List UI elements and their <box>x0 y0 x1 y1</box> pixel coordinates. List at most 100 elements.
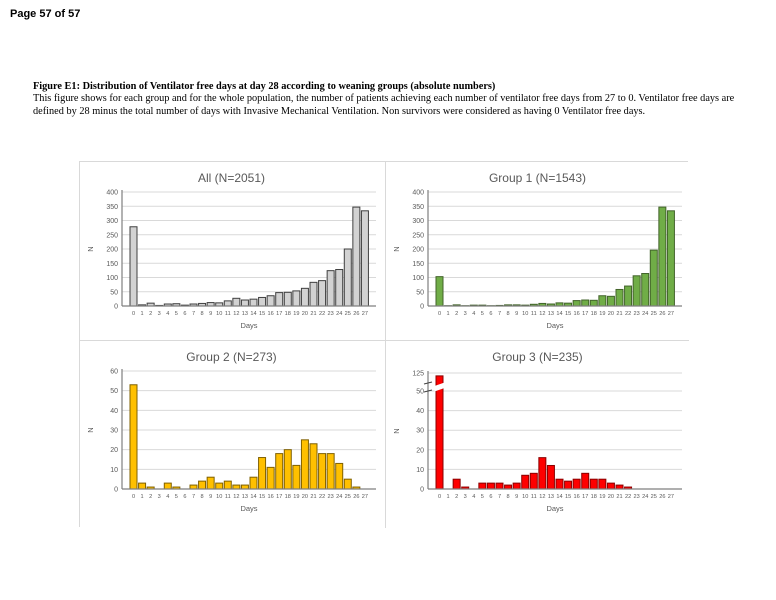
bar-day-8 <box>198 480 207 490</box>
x-tick-label: 26 <box>353 311 359 317</box>
y-tick-label: 0 <box>114 487 118 494</box>
bar-day-19 <box>598 295 607 307</box>
x-tick-label: 20 <box>608 311 614 317</box>
y-tick-label: 0 <box>420 304 424 311</box>
bar-day-21 <box>615 288 624 307</box>
x-tick-label: 14 <box>556 311 562 317</box>
y-tick-label: 20 <box>416 447 424 454</box>
x-tick-label: 4 <box>472 311 475 317</box>
x-tick-label: 18 <box>285 311 291 317</box>
x-tick-label: 13 <box>548 494 554 500</box>
x-tick-label: 0 <box>438 494 441 500</box>
figure-e1-chart-grid: All (N=2051) 0 50 100 150 200 250 300 350 400 0 1 2 3… <box>79 161 689 528</box>
x-tick-label: 23 <box>328 494 334 500</box>
chart-panel-group1: Group 1 (N=1543) 0 50 100 150 200 250 300 350 400… <box>386 162 689 341</box>
x-tick-label: 7 <box>498 311 501 317</box>
x-tick-label: 14 <box>250 494 256 500</box>
bar-day-24 <box>335 269 344 307</box>
y-tick-label: 50 <box>416 389 424 396</box>
x-tick-label: 11 <box>531 311 537 317</box>
x-tick-label: 6 <box>183 311 186 317</box>
x-tick-label: 19 <box>599 311 605 317</box>
y-tick-label: 100 <box>106 275 118 282</box>
y-tick-label: 40 <box>110 408 118 415</box>
x-tick-label: 22 <box>625 494 631 500</box>
chart-title: Group 3 (N=235) <box>492 350 582 364</box>
bar-day-20 <box>606 482 615 490</box>
bar-day-0 <box>435 276 444 307</box>
bar-day-14 <box>555 478 564 490</box>
bar-day-13 <box>240 299 249 307</box>
y-tick-label: 0 <box>420 487 424 494</box>
bar-day-25 <box>343 478 352 490</box>
bar-day-23 <box>632 275 641 307</box>
x-tick-label: 27 <box>668 311 674 317</box>
bar-day-27 <box>666 210 675 307</box>
x-tick-label: 22 <box>319 311 325 317</box>
bar-day-24 <box>641 273 650 307</box>
chart-title: All (N=2051) <box>198 171 265 185</box>
x-tick-label: 26 <box>659 494 665 500</box>
bar-day-22 <box>318 280 327 307</box>
bar-day-6 <box>486 482 495 490</box>
x-axis-label: Days <box>546 504 563 513</box>
x-tick-label: 22 <box>319 494 325 500</box>
y-tick-label: 10 <box>416 467 424 474</box>
bar-day-25 <box>343 248 352 307</box>
x-tick-label: 16 <box>574 311 580 317</box>
x-tick-label: 13 <box>548 311 554 317</box>
bar-day-26 <box>352 206 361 307</box>
y-tick-label: 0 <box>114 304 118 311</box>
y-tick-label: 20 <box>110 447 118 454</box>
x-tick-label: 18 <box>591 311 597 317</box>
x-tick-label: 23 <box>634 311 640 317</box>
x-tick-label: 27 <box>668 494 674 500</box>
bar-day-21 <box>309 281 318 307</box>
y-tick-label: 350 <box>412 204 424 211</box>
y-tick-label: 60 <box>110 369 118 376</box>
x-axis-label: Days <box>240 504 257 513</box>
y-tick-label: 10 <box>110 467 118 474</box>
x-tick-label: 20 <box>302 311 308 317</box>
x-tick-label: 10 <box>216 311 222 317</box>
x-tick-label: 8 <box>201 494 204 500</box>
chart-panel-group2: Group 2 (N=273) 0 10 20 30 40 50 60 0 1 2 3 4 5 6 7 8 9 10… <box>80 341 386 528</box>
x-tick-label: 20 <box>608 494 614 500</box>
x-tick-label: 27 <box>362 311 368 317</box>
x-tick-label: 26 <box>659 311 665 317</box>
x-tick-label: 24 <box>642 311 648 317</box>
bar-day-4 <box>163 482 172 490</box>
x-tick-label: 12 <box>539 494 545 500</box>
x-tick-label: 24 <box>336 311 342 317</box>
x-tick-label: 4 <box>166 311 169 317</box>
x-tick-label: 21 <box>310 311 316 317</box>
x-tick-label: 20 <box>302 494 308 500</box>
bar-day-21 <box>309 443 318 490</box>
x-tick-label: 25 <box>651 311 657 317</box>
x-tick-label: 0 <box>132 494 135 500</box>
x-tick-label: 5 <box>481 311 484 317</box>
bar-day-12 <box>232 297 241 307</box>
bar-day-19 <box>292 290 301 307</box>
chart-group1-svg: Group 1 (N=1543)050100150200250300350400… <box>392 171 682 330</box>
x-tick-label: 12 <box>233 311 239 317</box>
axis-break-mark <box>423 381 433 385</box>
x-tick-label: 15 <box>259 494 265 500</box>
bar-day-20 <box>300 287 309 307</box>
bar-day-13 <box>546 464 555 490</box>
x-tick-label: 0 <box>132 311 135 317</box>
x-tick-label: 19 <box>293 494 299 500</box>
bar-day-20 <box>606 295 615 307</box>
x-tick-label: 16 <box>574 494 580 500</box>
y-tick-label: 30 <box>110 428 118 435</box>
x-tick-label: 6 <box>489 311 492 317</box>
bar-day-0 <box>129 226 138 307</box>
x-tick-label: 4 <box>472 494 475 500</box>
bar-day-23 <box>326 270 335 307</box>
figure-caption-body-line2: defined by 28 minus the total number of … <box>33 105 646 117</box>
bar-day-24 <box>335 462 344 490</box>
x-tick-label: 10 <box>216 494 222 500</box>
x-tick-label: 24 <box>336 494 342 500</box>
y-axis-label: N <box>86 427 95 432</box>
x-tick-label: 11 <box>225 494 231 500</box>
